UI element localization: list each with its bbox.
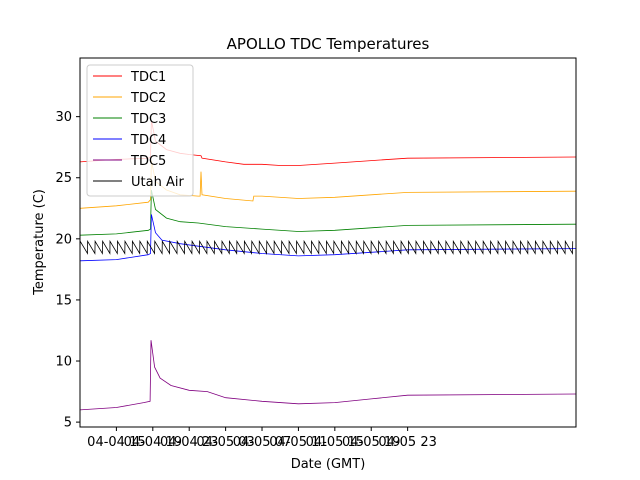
x-tick-label: 04-05 23 [378,435,436,450]
x-tick-label: 04-05 07 [233,435,291,450]
legend-label: TDC5 [130,154,166,169]
x-axis-label: Date (GMT) [291,457,366,472]
x-tick-label: 04-05 15 [306,435,364,450]
y-axis: 5 10 15 20 25 30 [55,110,80,431]
x-tick-label: 04-04 23 [160,435,218,450]
legend-label: Utah Air [131,175,184,190]
legend-label: TDC1 [130,70,166,85]
x-tick-label: 04-05 19 [342,435,400,450]
y-tick-label: 10 [55,355,72,370]
y-tick-label: 30 [55,110,72,125]
y-tick-label: 20 [55,232,72,247]
series-line-tdc4 [79,214,577,262]
chart-title: APOLLO TDC Temperatures [227,35,430,53]
series-line-tdc5 [79,340,577,411]
legend-label: TDC3 [130,112,166,127]
x-tick-label: 04-05 03 [196,435,254,450]
legend: TDC1 TDC2 TDC3 TDC4 TDC5 Utah Air [86,64,194,197]
legend-label: TDC2 [130,91,166,106]
legend-label: TDC4 [130,133,166,148]
y-axis-label: Temperature (C) [32,189,47,296]
series-line-utah-air [79,239,574,255]
y-tick-label: 25 [55,171,72,186]
plot-frame [79,57,577,428]
x-tick-label: 04-05 11 [269,435,327,450]
x-tick-label: 04-04 19 [124,435,182,450]
series-line-tdc3 [79,189,577,236]
y-tick-label: 5 [64,416,72,431]
x-tick-label: 04-04 15 [87,435,145,450]
y-tick-label: 15 [55,293,72,308]
legend-box [86,64,194,197]
